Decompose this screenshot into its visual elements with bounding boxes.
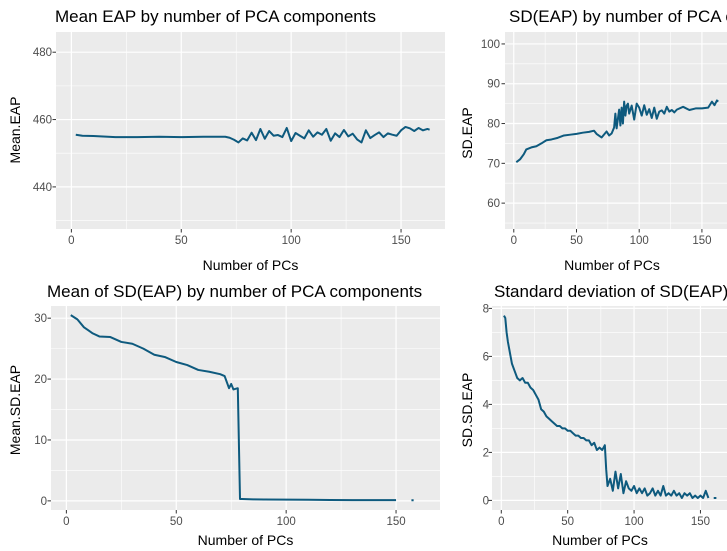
y-tick-label: 30 <box>34 313 47 325</box>
y-tick-label: 80 <box>487 119 500 131</box>
x-tick-label: 100 <box>630 235 649 247</box>
chart-panel-4: 0 50 100 150 0 2 4 6 8 Number of PCs SD.SD.EAP Stan… <box>459 282 727 548</box>
y-tick-label: 20 <box>34 374 47 386</box>
y-tick-label: 440 <box>33 182 52 194</box>
y-axis-label: SD.EAP <box>459 107 475 158</box>
y-axis-label: Mean.EAP <box>7 97 23 164</box>
grid-lines <box>51 306 440 510</box>
x-tick-label: 0 <box>511 235 517 247</box>
x-tick-label: 0 <box>498 516 504 528</box>
x-axis-label: Number of PCs <box>198 532 294 548</box>
chart-title: Mean of SD(EAP) by number of PCA compone… <box>47 282 422 301</box>
x-tick-label: 150 <box>386 516 405 528</box>
plot-panel <box>56 32 445 229</box>
y-tick-label: 70 <box>487 158 500 170</box>
y-tick-label: 8 <box>483 303 489 315</box>
y-tick-label: 0 <box>483 495 489 507</box>
y-tick-label: 480 <box>33 47 52 59</box>
x-tick-label: 150 <box>391 235 410 247</box>
chart-panel-1: 0 50 100 150 440 460 480 Number of PCs Mean.EAP M… <box>7 7 445 273</box>
y-tick-label: 6 <box>483 351 489 363</box>
series-line <box>75 125 430 144</box>
x-axis-label: Number of PCs <box>203 257 299 273</box>
x-tick-label: 150 <box>692 235 711 247</box>
y-tick-label: 0 <box>41 496 47 508</box>
y-tick-label: 460 <box>33 115 52 127</box>
chart-title: Mean EAP by number of PCA components <box>55 7 376 26</box>
x-tick-label: 50 <box>561 516 574 528</box>
grid-lines <box>56 32 445 229</box>
x-axis-label: Number of PCs <box>552 532 648 548</box>
chart-panel-2: 0 50 100 150 60 70 80 90 100 Number of PCs SD.EAP S… <box>459 7 727 273</box>
x-tick-label: 0 <box>63 516 69 528</box>
y-axis-label: SD.SD.EAP <box>459 373 475 448</box>
y-tick-label: 100 <box>481 39 500 51</box>
plot-panel <box>492 306 727 510</box>
y-tick-label: 60 <box>487 198 500 210</box>
x-tick-label: 50 <box>175 235 188 247</box>
y-tick-label: 90 <box>487 79 500 91</box>
x-tick-label: 0 <box>68 235 74 247</box>
chart-title: Standard deviation of SD(EAP) by number … <box>494 282 727 301</box>
series-line <box>515 99 719 163</box>
y-tick-label: 4 <box>483 399 490 411</box>
x-tick-label: 50 <box>570 235 583 247</box>
x-tick-label: 100 <box>277 516 296 528</box>
x-tick-label: 100 <box>624 516 643 528</box>
x-tick-label: 100 <box>282 235 301 247</box>
series-line <box>503 315 717 499</box>
x-axis-label: Number of PCs <box>564 257 660 273</box>
y-tick-label: 10 <box>34 435 47 447</box>
y-tick-label: 2 <box>483 447 489 459</box>
chart-panel-3: 0 50 100 150 0 10 20 30 Number of PCs Mean.SD.EAP… <box>7 282 440 548</box>
y-axis-label: Mean.SD.EAP <box>7 365 23 455</box>
grid-lines <box>492 306 727 510</box>
chart-title: SD(EAP) by number of PCA components <box>509 7 727 26</box>
plot-panel <box>505 32 727 229</box>
x-tick-label: 150 <box>691 516 710 528</box>
x-tick-label: 50 <box>170 516 183 528</box>
